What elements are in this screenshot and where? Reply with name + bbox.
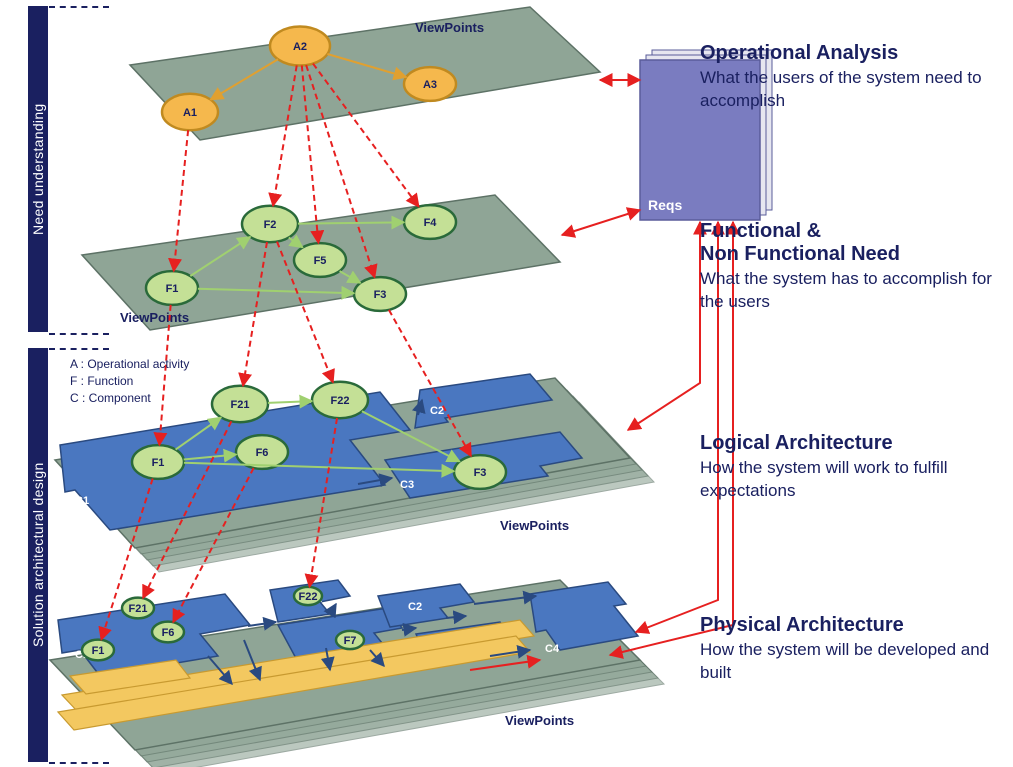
svg-text:F3: F3 [374,289,387,301]
section-label: Functional &Non Functional NeedWhat the … [700,220,1000,314]
section-divider [49,6,109,8]
svg-text:F3: F3 [474,467,487,479]
svg-text:F1: F1 [166,283,179,295]
legend: A : Operational activityF : FunctionC : … [70,356,189,406]
svg-text:C2: C2 [408,601,422,613]
svg-text:F4: F4 [424,217,438,229]
svg-text:F22: F22 [331,395,350,407]
section-divider [49,333,109,335]
section-divider [49,762,109,764]
svg-text:ViewPoints: ViewPoints [500,518,569,533]
arrow [628,222,700,430]
svg-text:F1: F1 [92,645,105,657]
section-label: Operational AnalysisWhat the users of th… [700,42,1000,113]
svg-text:A2: A2 [293,41,307,53]
edge [298,222,404,223]
svg-text:ViewPoints: ViewPoints [415,20,484,35]
section-label: Logical ArchitectureHow the system will … [700,432,1000,503]
svg-text:A3: A3 [423,79,437,91]
section-divider [49,348,109,350]
edge [268,401,312,403]
side-band: Solution architectural design [28,348,48,762]
svg-text:F2: F2 [264,219,277,231]
svg-text:F7: F7 [344,635,357,647]
arrow [330,604,336,614]
svg-text:F21: F21 [129,603,148,615]
svg-text:Reqs: Reqs [648,197,682,213]
svg-text:A1: A1 [183,107,197,119]
svg-text:C3: C3 [400,479,414,491]
svg-text:C2: C2 [430,405,444,417]
svg-text:F21: F21 [231,399,250,411]
arrow [562,210,640,235]
svg-text:F6: F6 [256,447,269,459]
diagram-root: ViewPoints ViewPoints ViewPoints ViewPoints… [0,0,1013,767]
svg-text:ViewPoints: ViewPoints [505,713,574,728]
svg-text:F1: F1 [152,457,165,469]
svg-text:ViewPoints: ViewPoints [120,310,189,325]
svg-text:F6: F6 [162,627,175,639]
svg-text:C1: C1 [75,495,89,507]
section-label: Physical ArchitectureHow the system will… [700,614,1000,685]
svg-text:F22: F22 [299,591,318,603]
side-band: Need understanding [28,6,48,332]
svg-text:F5: F5 [314,255,327,267]
svg-text:C4: C4 [545,643,560,655]
